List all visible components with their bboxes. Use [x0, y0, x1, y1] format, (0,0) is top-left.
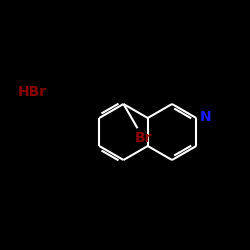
Text: Br: Br [134, 131, 152, 145]
Text: N: N [200, 110, 212, 124]
Text: HBr: HBr [18, 85, 47, 99]
